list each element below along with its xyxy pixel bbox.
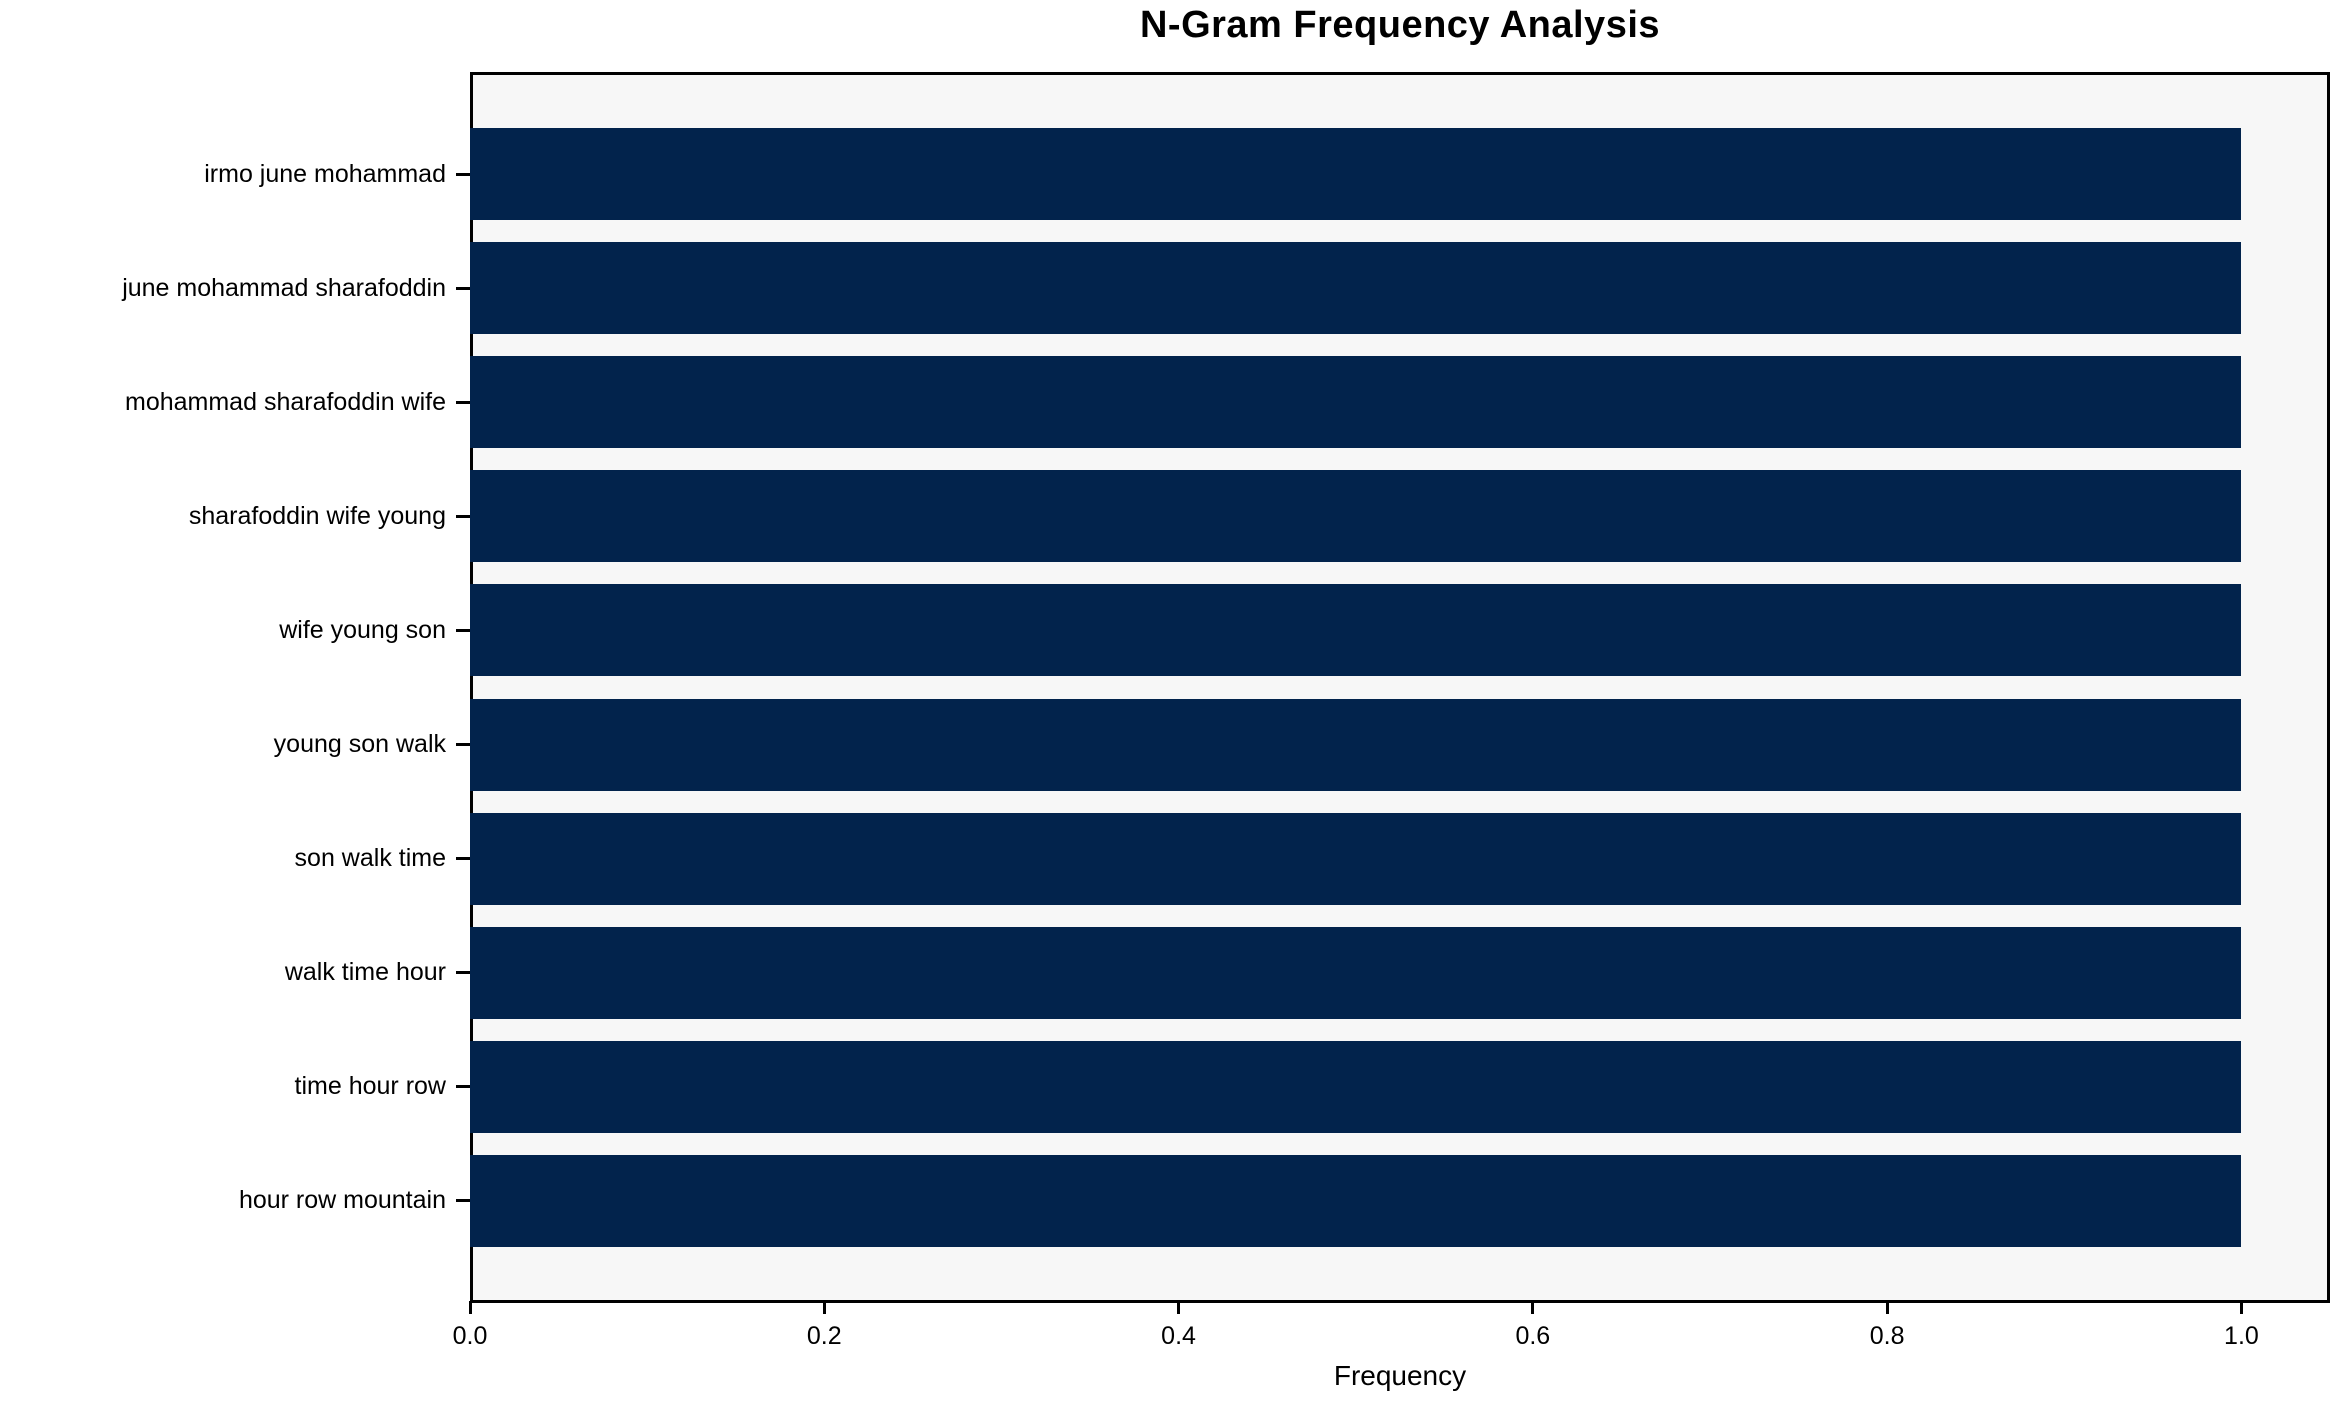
bar-row: young son walk [0, 687, 2351, 801]
y-tick-label: irmo june mohammad [204, 159, 446, 188]
bar-row: sharafoddin wife young [0, 459, 2351, 573]
bar [470, 698, 2242, 791]
bar-row: hour row mountain [0, 1144, 2351, 1258]
x-tick [2239, 1301, 2243, 1314]
y-tick-label: wife young son [279, 615, 446, 644]
x-tick [1885, 1301, 1889, 1314]
bar [470, 356, 2242, 449]
bar [470, 242, 2242, 335]
bar-row: mohammad sharafoddin wife [0, 345, 2351, 459]
y-tick [456, 1085, 470, 1089]
bar [470, 128, 2242, 221]
y-tick [456, 286, 470, 290]
y-tick-label: time hour row [294, 1072, 446, 1101]
x-tick [822, 1301, 826, 1314]
y-tick-label: sharafoddin wife young [188, 501, 446, 530]
bar [470, 470, 2242, 563]
bar-row: june mohammad sharafoddin [0, 231, 2351, 345]
y-tick-label: hour row mountain [238, 1186, 446, 1215]
y-tick [456, 628, 470, 632]
bar-row: irmo june mohammad [0, 117, 2351, 231]
x-axis-label: Frequency [1333, 1360, 1467, 1391]
y-tick-label: young son walk [273, 730, 446, 759]
x-tick-label: 0.0 [452, 1322, 488, 1350]
bar [470, 584, 2242, 677]
y-tick [456, 743, 470, 747]
x-tick [468, 1301, 472, 1314]
bar [470, 926, 2242, 1019]
x-tick-label: 0.6 [1515, 1322, 1551, 1350]
y-tick [456, 514, 470, 518]
y-tick-label: walk time hour [284, 958, 446, 987]
y-tick [456, 400, 470, 404]
x-tick [1177, 1301, 1181, 1314]
y-tick-label: june mohammad sharafoddin [122, 273, 446, 302]
y-tick-label: mohammad sharafoddin wife [125, 387, 446, 416]
bar-row: son walk time [0, 802, 2351, 916]
bar-row: time hour row [0, 1030, 2351, 1144]
y-tick-label: son walk time [294, 844, 446, 873]
y-tick [456, 971, 470, 975]
x-tick-label: 0.4 [1161, 1322, 1196, 1350]
x-tick [1531, 1301, 1535, 1314]
x-tick-label: 1.0 [2224, 1322, 2259, 1350]
bar-row: wife young son [0, 573, 2351, 687]
chart-title: N-Gram Frequency Analysis [1139, 4, 1661, 46]
y-tick [456, 172, 470, 176]
x-tick-label: 0.2 [806, 1322, 842, 1350]
bar [470, 1154, 2242, 1247]
x-tick-label: 0.8 [1869, 1322, 1905, 1350]
y-tick [456, 857, 470, 861]
y-tick [456, 1199, 470, 1203]
bar [470, 1040, 2242, 1133]
bar-row: walk time hour [0, 916, 2351, 1030]
bars-container: irmo june mohammad june mohammad sharafod… [0, 117, 2351, 1258]
bar [470, 812, 2242, 905]
